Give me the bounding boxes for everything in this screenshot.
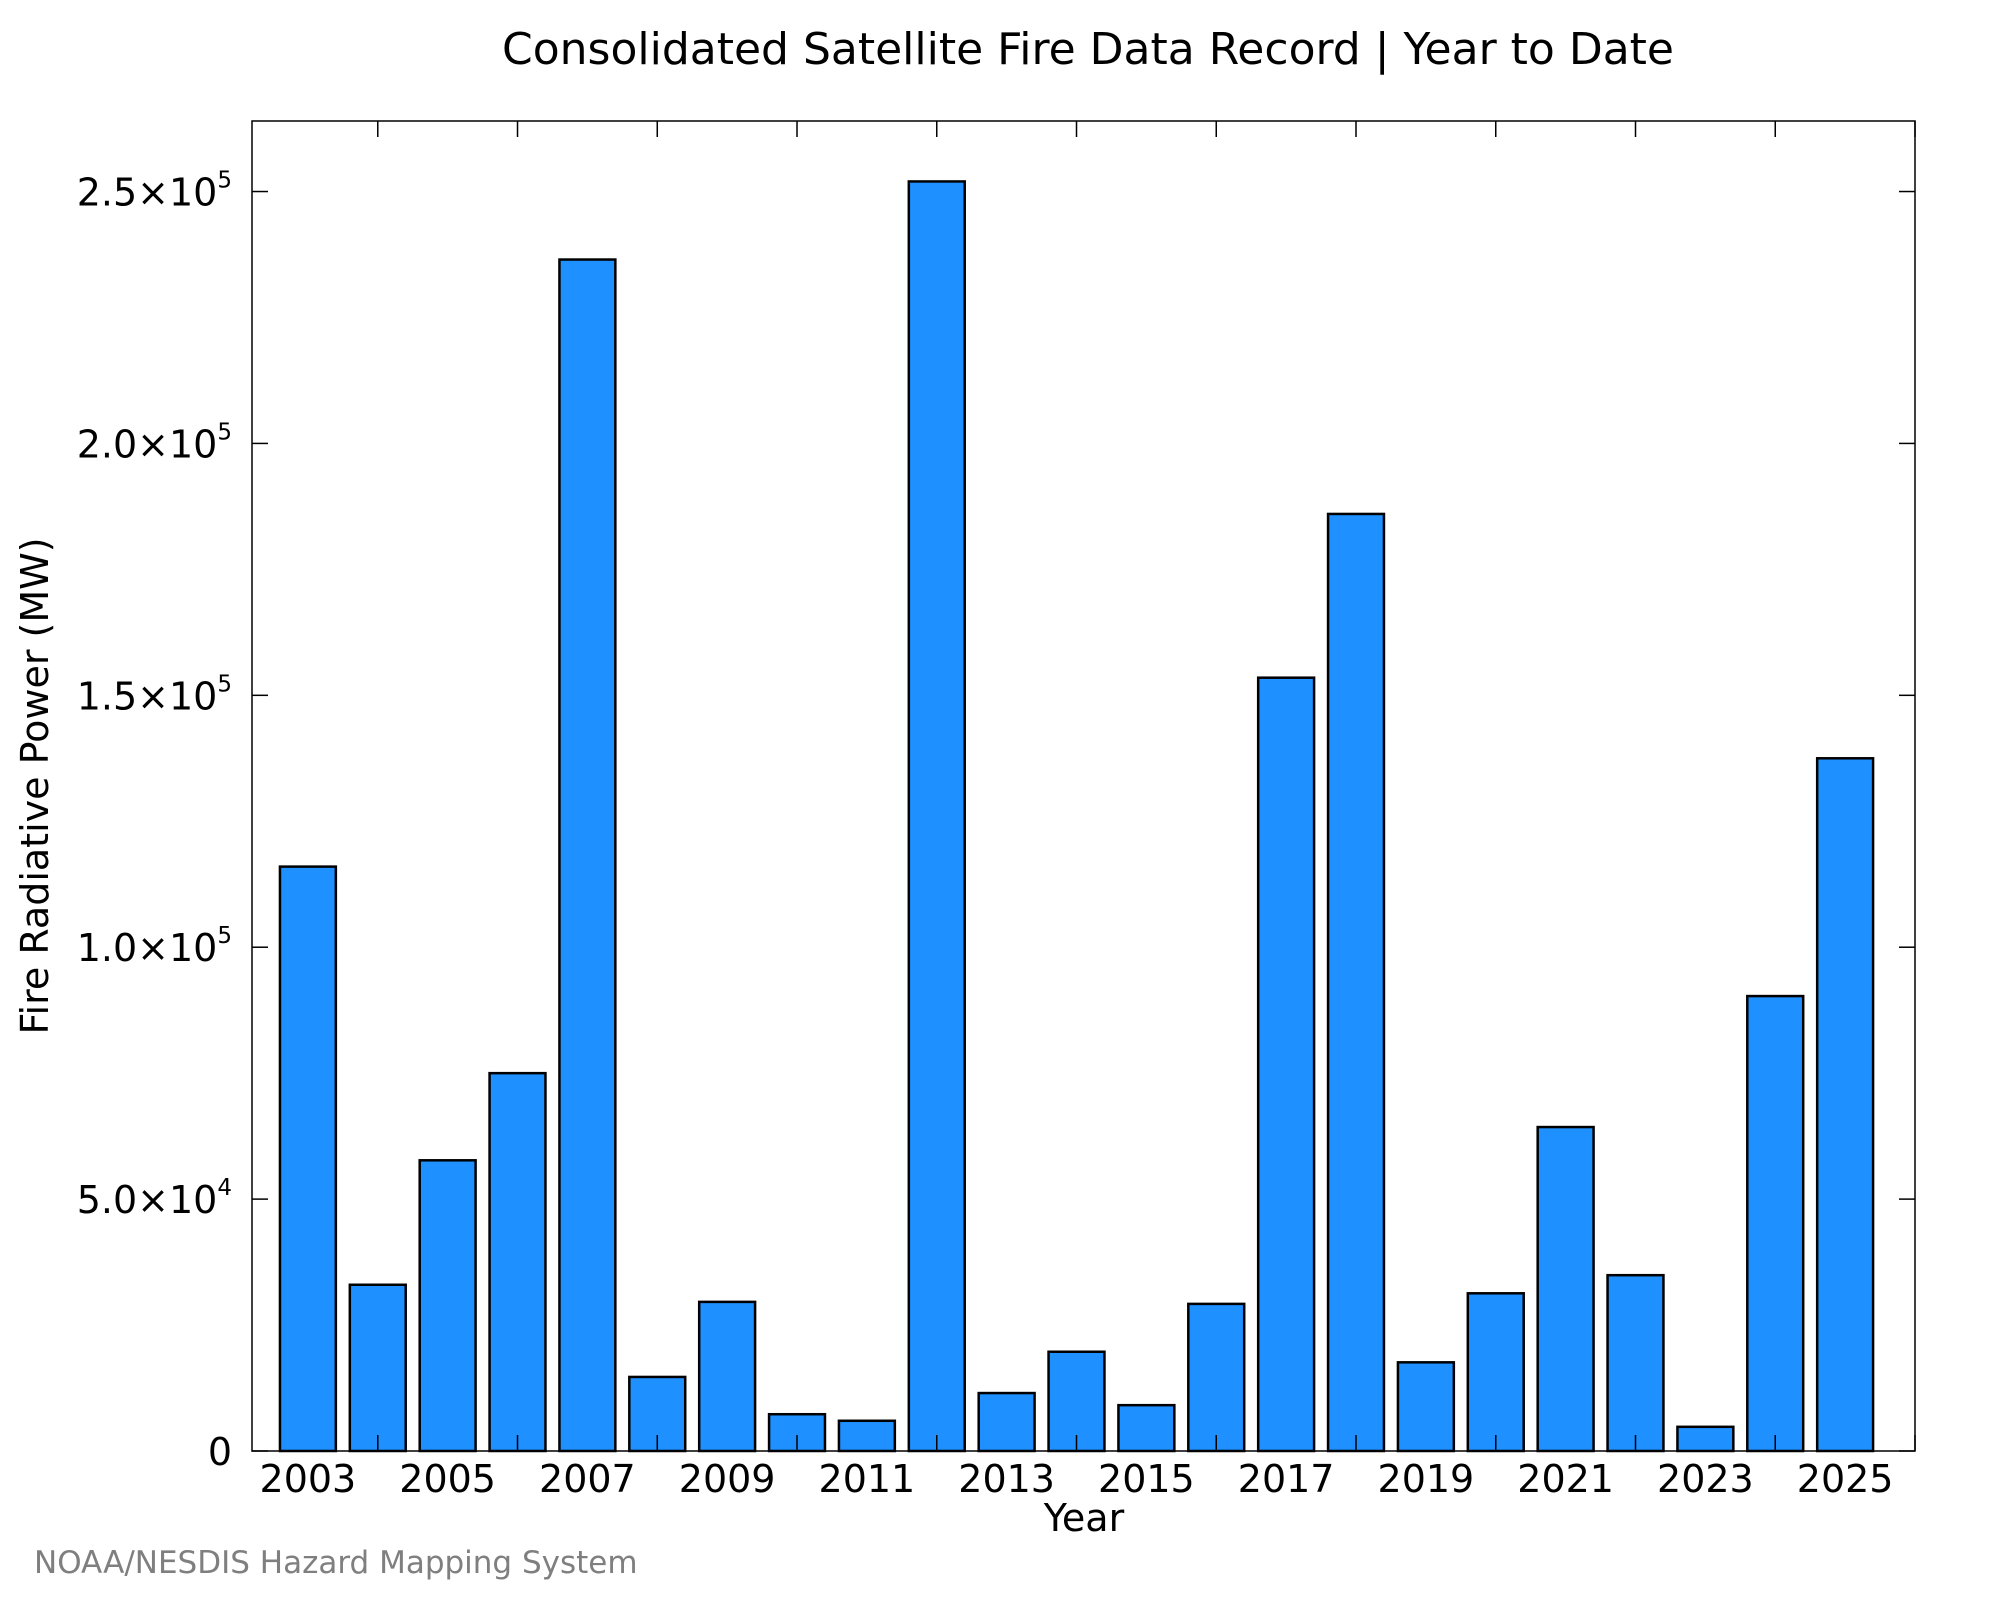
y-tick-label: 1.5×105 [77, 671, 232, 718]
x-tick-label-2009: 2009 [679, 1457, 776, 1501]
x-axis-label: Year [1043, 1496, 1125, 1540]
x-tick-label-2013: 2013 [958, 1457, 1055, 1501]
bar-2019 [1396, 1361, 1456, 1453]
bars-layer [278, 180, 1875, 1453]
y-tick-label: 0 [208, 1430, 232, 1474]
chart-title: Consolidated Satellite Fire Data Record … [502, 24, 1674, 75]
y-tick-label: 5.0×104 [77, 1175, 232, 1222]
bar-2003 [278, 865, 338, 1453]
y-tick-labels: 0 5.0×104 1.0×105 1.5×105 2.0×105 2.5×105 [77, 168, 232, 1474]
bar-2022 [1606, 1273, 1665, 1453]
x-tick-label-2023: 2023 [1657, 1457, 1754, 1501]
bar-2007 [558, 258, 617, 1453]
bar-2006 [488, 1071, 547, 1453]
bar-2013 [977, 1391, 1036, 1453]
bar-2005 [418, 1159, 477, 1453]
bar-2004 [348, 1283, 407, 1453]
y-tick-label: 2.5×105 [77, 168, 232, 215]
plot-frame [251, 120, 1916, 1452]
x-tick-label-2005: 2005 [399, 1457, 496, 1501]
y-tick-label: 1.0×105 [77, 923, 232, 970]
bar-2025 [1815, 757, 1875, 1453]
credit-text: NOAA/NESDIS Hazard Mapping System [34, 1545, 638, 1581]
y-tick-label: 2.0×105 [77, 419, 232, 466]
x-tick-label-2019: 2019 [1378, 1457, 1475, 1501]
bar-2021 [1536, 1125, 1595, 1453]
y-axis-label: Fire Radiative Power (MW) [13, 537, 57, 1034]
bar-2015 [1117, 1403, 1176, 1453]
x-tick-label-2021: 2021 [1517, 1457, 1614, 1501]
x-tick-label-2003: 2003 [260, 1457, 357, 1501]
x-tick-label-2011: 2011 [819, 1457, 916, 1501]
bar-2024 [1746, 994, 1805, 1453]
x-tick-label-2017: 2017 [1238, 1457, 1335, 1501]
x-tick-label-2015: 2015 [1098, 1457, 1195, 1501]
bar-2023 [1676, 1425, 1735, 1453]
x-tick-labels: 2003 2005 2007 2009 2011 2013 2015 2017 2019 2021… [260, 1457, 1894, 1501]
bar-2017 [1256, 676, 1316, 1453]
bar-2016 [1187, 1302, 1246, 1453]
bar-2011 [837, 1419, 897, 1453]
x-tick-label-2007: 2007 [539, 1457, 636, 1501]
bar-2020 [1466, 1292, 1525, 1453]
bar-2018 [1326, 512, 1386, 1453]
bar-2009 [697, 1300, 757, 1453]
bar-2012 [907, 180, 966, 1453]
x-tick-label-2025: 2025 [1797, 1457, 1894, 1501]
